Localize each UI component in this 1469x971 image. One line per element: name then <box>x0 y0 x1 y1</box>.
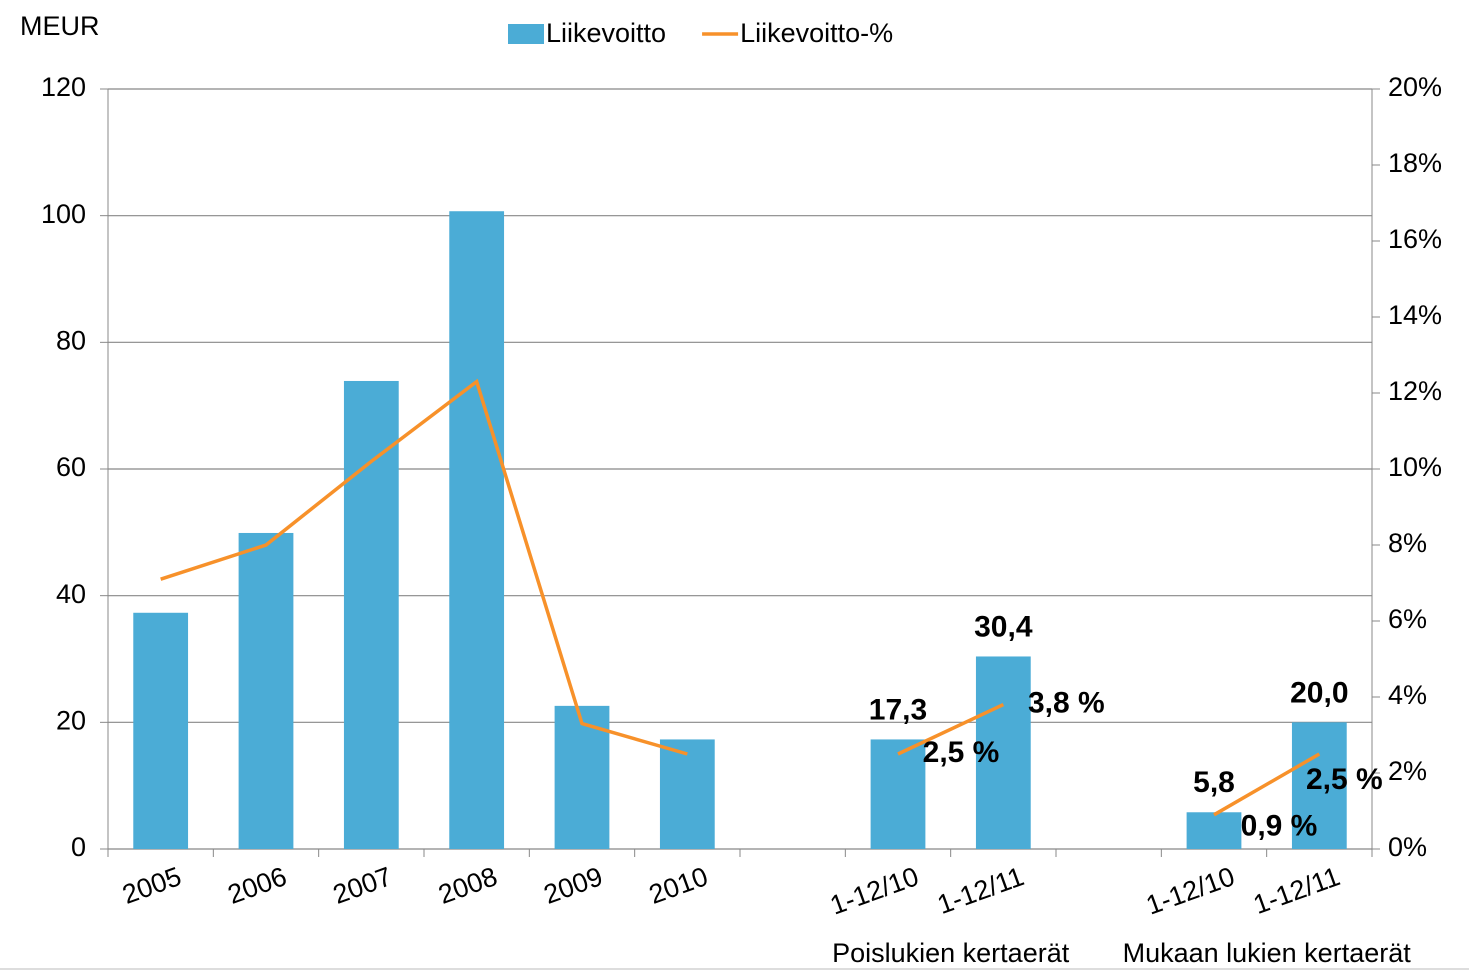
y-tick-label: 0 <box>71 832 86 862</box>
y-tick-label: 100 <box>41 199 86 229</box>
data-label: 3,8 % <box>1028 687 1105 720</box>
x-tick-label: 1-12/11 <box>1249 861 1343 920</box>
y-tick-label: 40 <box>56 579 86 609</box>
line <box>1213 752 1321 817</box>
legend-swatch <box>508 24 544 44</box>
bar <box>870 739 926 849</box>
data-label: 5,8 <box>1193 766 1235 799</box>
y-tick-label: 60 <box>56 452 86 482</box>
x-tick-label: 2007 <box>329 861 396 910</box>
bar <box>449 211 505 849</box>
line <box>160 378 688 756</box>
bar <box>238 532 294 849</box>
data-label: 30,4 <box>974 610 1033 643</box>
y-axis-label: MEUR <box>20 11 100 41</box>
x-tick-label: 2006 <box>224 861 291 910</box>
x-tick-label: 1-12/10 <box>826 861 922 921</box>
y2-tick-label: 12% <box>1388 376 1442 406</box>
bar <box>659 739 715 849</box>
bar <box>343 380 399 849</box>
y2-tick-label: 14% <box>1388 300 1442 330</box>
x-tick-label: 2010 <box>645 861 712 910</box>
y-tick-label: 120 <box>41 72 86 102</box>
bar <box>133 612 189 849</box>
x-tick-label: 1-12/10 <box>1142 861 1238 921</box>
group-label: Mukaan lukien kertaerät <box>1123 938 1412 968</box>
legend-label: Liikevoitto-% <box>740 18 893 48</box>
y-tick-label: 80 <box>56 325 86 355</box>
data-label: 17,3 <box>869 693 927 726</box>
x-tick-label: 2008 <box>434 861 501 910</box>
data-label: 0,9 % <box>1241 810 1318 843</box>
group-label: Poislukien kertaerät <box>832 938 1070 968</box>
line <box>897 703 1005 756</box>
y2-tick-label: 2% <box>1388 756 1427 786</box>
y2-tick-label: 6% <box>1388 604 1427 634</box>
bar <box>1186 812 1242 849</box>
y2-tick-label: 18% <box>1388 148 1442 178</box>
y2-tick-label: 4% <box>1388 680 1427 710</box>
y-tick-label: 20 <box>56 705 86 735</box>
bar <box>975 656 1031 849</box>
legend-label: Liikevoitto <box>546 18 666 48</box>
data-label: 2,5 % <box>923 736 1000 769</box>
x-tick-label: 2005 <box>118 861 185 910</box>
y2-tick-label: 0% <box>1388 832 1427 862</box>
y2-tick-label: 20% <box>1388 72 1442 102</box>
x-tick-label: 1-12/11 <box>933 861 1027 920</box>
y2-tick-label: 10% <box>1388 452 1442 482</box>
y2-tick-label: 16% <box>1388 224 1442 254</box>
bar <box>1291 722 1347 849</box>
data-label: 2,5 % <box>1306 763 1383 796</box>
x-tick-label: 2009 <box>540 861 607 910</box>
y2-tick-label: 8% <box>1388 528 1427 558</box>
data-label: 20,0 <box>1290 676 1348 709</box>
